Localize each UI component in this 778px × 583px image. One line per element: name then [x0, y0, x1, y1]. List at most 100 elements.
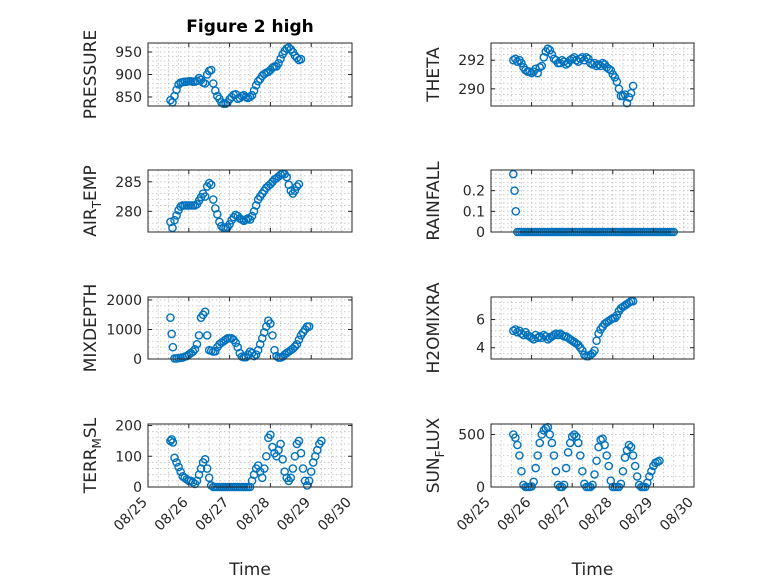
data-point	[590, 346, 599, 355]
data-point	[622, 98, 632, 108]
data-point	[628, 296, 638, 306]
data-point	[569, 430, 579, 439]
data-point	[217, 221, 226, 231]
data-point	[576, 451, 585, 460]
data-point	[567, 432, 577, 441]
data-point	[300, 476, 310, 486]
data-point	[537, 430, 547, 439]
y-axis-label: THETA	[424, 47, 444, 103]
data-point	[200, 307, 210, 317]
data-point	[290, 186, 300, 195]
data-point	[204, 178, 214, 188]
data-point	[553, 480, 563, 490]
y-tick-label: 1000	[106, 322, 142, 338]
data-point	[606, 65, 616, 75]
data-point	[618, 91, 628, 101]
subplot-terr-msl: 0 100 200 08/25 08/26 08/27 08/28 08/29 08/30 Tim…	[81, 417, 355, 580]
data-point	[588, 480, 597, 490]
data-point	[202, 331, 212, 340]
data-point	[268, 331, 277, 340]
x-tick-label: 08/27	[193, 495, 233, 535]
data-point	[206, 180, 216, 190]
y-tick-label: 200	[115, 419, 142, 435]
data-point	[517, 58, 526, 68]
axes-box	[147, 296, 353, 360]
data-point	[612, 77, 622, 86]
data-point	[245, 92, 255, 102]
data-point	[268, 63, 277, 73]
data-point	[509, 55, 518, 65]
data-point	[537, 61, 547, 71]
data-point	[551, 466, 561, 476]
data-point	[225, 220, 234, 229]
data-point	[584, 54, 593, 64]
data-point	[168, 438, 178, 447]
data-point	[288, 464, 298, 473]
data-point	[266, 319, 275, 328]
data-point	[306, 467, 316, 476]
data-point	[647, 466, 656, 476]
data-point	[545, 430, 555, 439]
data-point	[624, 440, 634, 450]
data-point	[620, 453, 630, 462]
data-point	[594, 60, 603, 69]
x-tick-label: 08/26	[495, 494, 535, 534]
y-tick-label: 0.2	[463, 184, 485, 200]
data-point	[172, 211, 181, 220]
y-tick-label: 900	[115, 68, 142, 84]
y-axis-label: H2OMIXRA	[424, 282, 444, 373]
y-tick-label: 0	[133, 352, 142, 368]
data-point	[549, 330, 559, 340]
data-point	[535, 332, 545, 341]
data-point	[204, 473, 214, 483]
data-point	[266, 430, 275, 440]
data-point	[298, 464, 308, 473]
data-point	[527, 482, 536, 491]
data-markers	[509, 296, 638, 361]
data-point	[166, 313, 175, 322]
data-point	[535, 63, 545, 72]
y-axis-label: TERRMSL	[81, 417, 104, 494]
data-point	[170, 215, 179, 225]
data-point	[592, 336, 601, 345]
data-markers	[166, 307, 314, 363]
data-point	[294, 436, 304, 446]
data-point	[264, 181, 273, 191]
data-point	[604, 64, 614, 74]
data-point	[573, 438, 583, 448]
axes-box	[490, 42, 695, 107]
data-point	[510, 186, 519, 195]
data-point	[590, 470, 599, 479]
data-point	[531, 463, 540, 473]
y-tick-label: 0	[476, 225, 485, 241]
data-point	[513, 57, 522, 66]
subplot-mixdepth: 0 1000 2000 MIXDEPTH	[81, 284, 353, 372]
data-point	[535, 438, 545, 448]
data-point	[276, 439, 285, 449]
data-point	[200, 79, 210, 88]
data-point	[539, 53, 549, 62]
y-axis-label: PRESSURE	[81, 30, 101, 119]
x-tick-label: 08/25	[111, 495, 151, 535]
data-point	[247, 211, 257, 221]
data-point	[628, 451, 638, 460]
data-point	[262, 451, 271, 461]
data-point	[282, 172, 292, 182]
data-point	[645, 472, 654, 481]
data-point	[294, 179, 304, 189]
y-tick-label: 850	[115, 90, 142, 106]
data-markers	[166, 169, 304, 233]
data-point	[509, 169, 518, 179]
data-point	[317, 436, 326, 446]
y-tick-label: 100	[115, 449, 142, 465]
data-point	[188, 347, 198, 356]
y-tick-label: 500	[458, 428, 485, 444]
data-point	[547, 50, 557, 59]
data-point	[257, 473, 267, 483]
data-point	[561, 463, 571, 473]
subplot-rainfall: 0 0.1 0.2 RAINFALL	[424, 161, 695, 241]
x-tick-label: 08/25	[454, 495, 494, 535]
data-point	[272, 351, 281, 361]
data-point	[200, 192, 210, 201]
